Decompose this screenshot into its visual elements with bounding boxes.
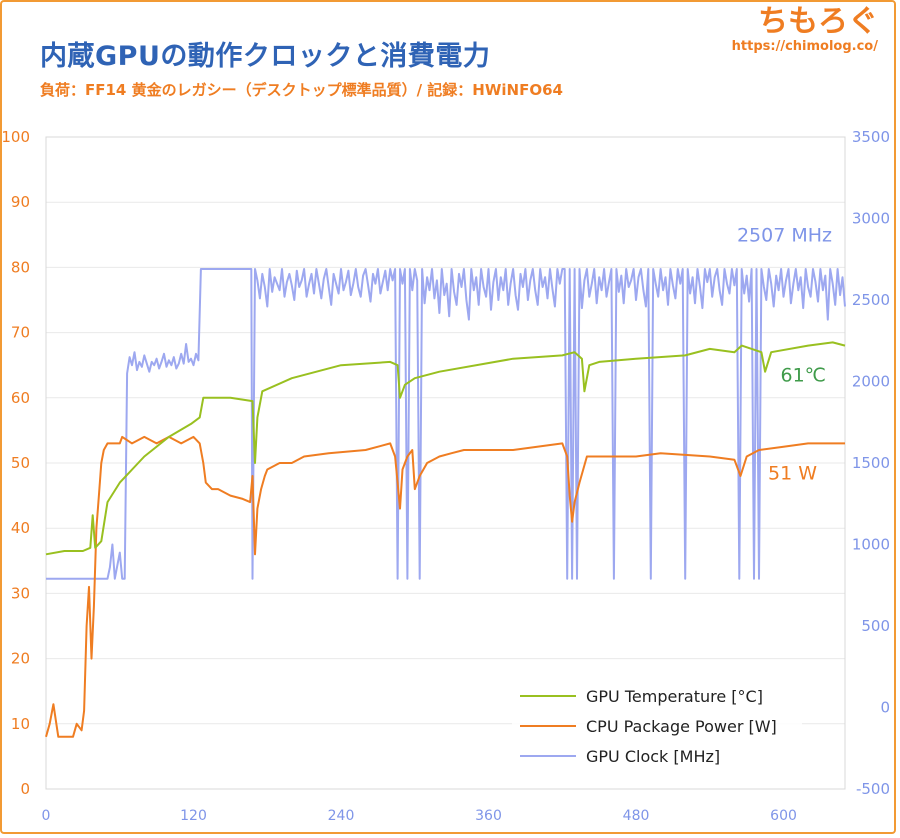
y-right-tick-label: 0 (880, 699, 890, 717)
y-left-tick-label: 90 (11, 193, 30, 211)
y-right-tick-label: 1500 (852, 454, 890, 472)
legend-label-temperature: GPU Temperature [°C] (586, 687, 763, 706)
x-tick-label: 240 (328, 808, 355, 824)
chart-title: 内蔵GPUの動作クロックと消費電力 (40, 41, 491, 72)
y-left-tick-label: 40 (11, 519, 30, 537)
x-tick-label: 600 (770, 808, 797, 824)
legend-label-power: CPU Package Power [W] (586, 717, 777, 736)
y-left-tick-label: 10 (11, 715, 30, 733)
x-tick-label: 0 (42, 808, 51, 824)
site-logo: ちもろぐ https://chimolog.co/ (732, 4, 878, 54)
y-left-tick-label: 80 (11, 258, 30, 276)
y-right-tick-label: 2000 (852, 373, 890, 391)
y-left-tick-label: 30 (11, 584, 30, 602)
y-left-tick-label: 70 (11, 324, 30, 342)
y-right-tick-label: 500 (861, 617, 890, 635)
legend-label-clock: GPU Clock [MHz] (586, 747, 720, 766)
x-tick-label: 480 (623, 808, 650, 824)
y-right-tick-label: -500 (856, 780, 890, 798)
plot-area-border (45, 136, 846, 790)
y-right-tick-label: 2500 (852, 291, 890, 309)
x-tick-label: 360 (475, 808, 502, 824)
y-left-tick-label: 20 (11, 650, 30, 668)
annotation-clock: 2507 MHz (737, 224, 832, 246)
y-left-tick-label: 50 (11, 454, 30, 472)
series-layer (45, 268, 846, 738)
y-right-tick-label: 3000 (852, 210, 890, 228)
y-left-tick-label: 100 (1, 128, 30, 146)
series-line-clock (46, 268, 846, 580)
y-right-tick-label: 3500 (852, 128, 890, 146)
annotation-power: 51 W (768, 462, 817, 484)
x-tick-label: 120 (180, 808, 207, 824)
legend-background (512, 672, 802, 768)
y-left-tick-label: 60 (11, 389, 30, 407)
series-line-temperature (45, 341, 846, 556)
annotation-temperature: 61℃ (780, 365, 826, 387)
chart-legend: GPU Temperature [°C] CPU Package Power [… (512, 672, 802, 768)
y-right-tick-label: 1000 (852, 536, 890, 554)
y-left-tick-label: 0 (20, 780, 30, 798)
logo-text: ちもろぐ (758, 4, 878, 39)
series-line-power (45, 435, 845, 738)
logo-url: https://chimolog.co/ (731, 39, 878, 54)
axis-ticks: 0 10 20 30 40 50 60 70 80 90 100 -500 0 500 1000 1500 20… (1, 128, 890, 824)
chart-subtitle: 負荷：FF14 黄金のレガシー（デスクトップ標準品質）/ 記録：HWiNFO64 (40, 81, 563, 99)
